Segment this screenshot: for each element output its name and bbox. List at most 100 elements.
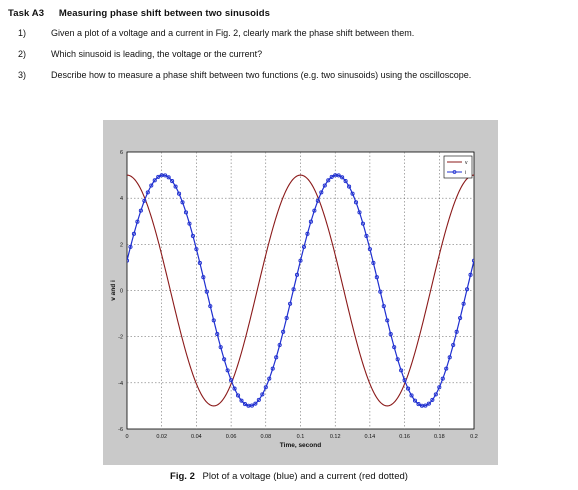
series-point-i xyxy=(461,301,466,306)
y-tick-label: -6 xyxy=(118,427,123,433)
question-item: 1) Given a plot of a voltage and a curre… xyxy=(18,28,574,39)
series-point-i xyxy=(215,332,220,337)
task-header: Task A3 Measuring phase shift between tw… xyxy=(8,8,270,19)
caption-text: Plot of a voltage (blue) and a current (… xyxy=(202,471,408,482)
series-point-i xyxy=(378,289,383,294)
legend-label-i: i xyxy=(465,170,466,176)
series-point-i xyxy=(232,386,237,391)
question-text: Describe how to measure a phase shift be… xyxy=(51,70,472,80)
series-point-i xyxy=(260,392,265,397)
series-point-i xyxy=(145,190,150,195)
question-list: 1) Given a plot of a voltage and a curre… xyxy=(18,28,574,91)
series-point-i xyxy=(149,183,154,188)
series-point-i xyxy=(127,258,130,263)
series-point-i xyxy=(406,386,411,391)
question-item: 2) Which sinusoid is leading, the voltag… xyxy=(18,49,574,60)
series-point-i xyxy=(458,315,463,321)
series-point-i xyxy=(395,357,400,362)
series-point-i xyxy=(329,174,334,179)
series-point-i xyxy=(392,345,397,350)
series-point-i xyxy=(142,198,147,203)
series-point-i xyxy=(166,175,171,180)
series-point-i xyxy=(468,272,473,277)
series-point-i xyxy=(222,357,227,362)
series-point-i xyxy=(399,368,404,373)
series-point-i xyxy=(225,368,230,373)
series-point-i xyxy=(270,366,275,371)
series-point-i xyxy=(471,258,474,263)
series-point-i xyxy=(277,342,282,348)
series-point-i xyxy=(138,208,143,213)
series-point-i xyxy=(433,392,438,397)
legend-marker-i xyxy=(452,170,457,174)
series-point-i xyxy=(298,258,303,263)
series-point-i xyxy=(312,208,317,213)
y-tick-label: 2 xyxy=(120,242,123,248)
series-point-i xyxy=(249,403,254,408)
series-point-i xyxy=(350,191,355,196)
phase-shift-chart: 0 0.02 0.04 0.06 0.08 0.1 0.12 0.14 0.16 0.18 0.2 6… xyxy=(110,150,478,449)
series-point-i xyxy=(322,183,327,188)
series-point-i xyxy=(229,378,234,383)
series-point-i xyxy=(371,260,376,266)
series-point-i xyxy=(388,332,393,337)
series-point-i xyxy=(364,233,369,239)
series-point-i xyxy=(135,219,140,224)
series-point-i xyxy=(357,210,362,215)
series-point-i xyxy=(197,260,202,266)
legend-label-v: v xyxy=(465,160,468,166)
series-point-i xyxy=(340,175,345,180)
series-point-i xyxy=(218,345,223,350)
figure-caption: Fig. 2 Plot of a voltage (blue) and a cu… xyxy=(0,471,578,482)
series-point-i xyxy=(239,398,244,403)
series-point-i xyxy=(451,342,456,348)
series-point-i xyxy=(367,247,372,252)
series-point-i xyxy=(152,178,157,183)
series-point-i xyxy=(385,318,390,323)
figure: 0 0.02 0.04 0.06 0.08 0.1 0.12 0.14 0.16 0.18 0.2 6… xyxy=(103,120,498,465)
series-point-i xyxy=(444,366,449,371)
series-point-i xyxy=(291,287,296,292)
x-tick-label: 0.02 xyxy=(156,434,167,440)
caption-label: Fig. 2 xyxy=(170,471,195,482)
series-point-i xyxy=(281,329,286,334)
series-point-i xyxy=(201,275,206,280)
series-point-i xyxy=(163,173,168,178)
series-point-i xyxy=(326,178,331,183)
series-point-i xyxy=(294,272,300,277)
series-point-i xyxy=(263,385,268,390)
x-tick-label: 0 xyxy=(125,434,128,440)
series-point-i xyxy=(183,210,189,215)
question-number: 1) xyxy=(18,28,27,38)
series-point-i xyxy=(308,219,313,224)
series-point-i xyxy=(301,244,307,249)
series-point-i xyxy=(156,174,161,179)
y-axis-label: v and i xyxy=(110,280,117,301)
series-point-i xyxy=(426,401,431,406)
series-point-i xyxy=(235,393,241,398)
series-point-i xyxy=(360,221,366,226)
series-line-v xyxy=(127,174,474,407)
y-tick-label: 6 xyxy=(120,150,123,156)
question-item: 3) Describe how to measure a phase shift… xyxy=(18,70,574,81)
series-point-i xyxy=(315,198,320,203)
series-point-i xyxy=(381,304,386,309)
x-tick-label: 0.12 xyxy=(330,434,341,440)
y-tick-label: 0 xyxy=(120,289,123,295)
series-point-i xyxy=(194,247,199,252)
series-point-i xyxy=(353,200,359,205)
series-point-i xyxy=(253,401,258,406)
series-point-i xyxy=(430,397,435,402)
series-point-i xyxy=(180,200,185,205)
x-tick-label: 0.1 xyxy=(297,434,305,440)
question-text: Which sinusoid is leading, the voltage o… xyxy=(51,49,263,59)
series-point-i xyxy=(173,184,178,189)
series-point-i xyxy=(336,173,341,178)
x-tick-label: 0.16 xyxy=(399,434,410,440)
series-point-i xyxy=(267,376,272,381)
series-point-i xyxy=(128,244,133,249)
series-point-i xyxy=(131,231,136,236)
series-point-i xyxy=(190,233,195,239)
series-point-i xyxy=(447,355,452,360)
question-text: Given a plot of a voltage and a current … xyxy=(51,28,415,38)
